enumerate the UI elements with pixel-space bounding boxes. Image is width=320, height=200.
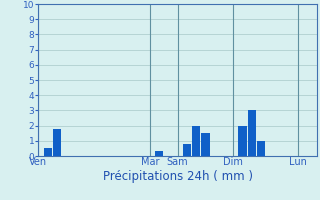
Bar	[53, 129, 61, 156]
Bar	[238, 126, 247, 156]
Bar	[192, 126, 200, 156]
Bar	[201, 133, 210, 156]
Bar	[183, 144, 191, 156]
X-axis label: Précipitations 24h ( mm ): Précipitations 24h ( mm )	[103, 170, 252, 183]
Bar	[257, 141, 265, 156]
Bar	[155, 151, 163, 156]
Bar	[44, 148, 52, 156]
Bar	[248, 110, 256, 156]
